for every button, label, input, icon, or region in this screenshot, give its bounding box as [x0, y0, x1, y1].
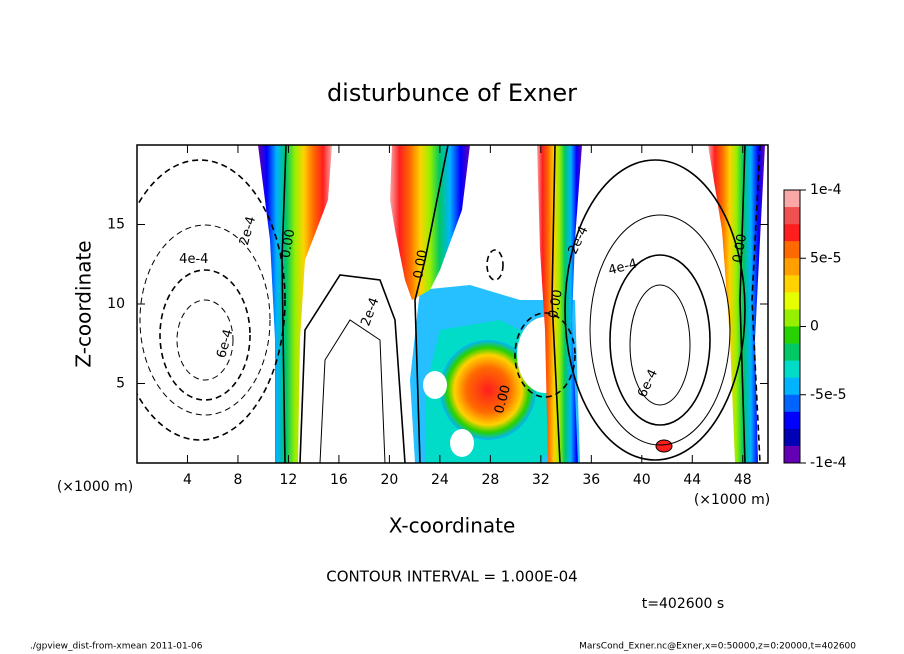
time-label: t=402600 s — [642, 596, 724, 612]
colorbar-swatch — [784, 343, 800, 361]
colorbar-tick-label: -5e-5 — [810, 387, 847, 403]
y-tick-label: 10 — [107, 296, 125, 312]
colorbar-swatch — [784, 292, 800, 310]
chart-title: disturbunce of Exner — [327, 79, 577, 107]
x-tick-label: 48 — [734, 472, 752, 488]
contour-label: 4e-4 — [607, 256, 639, 278]
contour-label: 0.00 — [730, 233, 750, 264]
colorbar-swatch — [784, 445, 800, 464]
x-tick-label: 28 — [481, 472, 499, 488]
x-tick-label: 40 — [633, 472, 651, 488]
x-tick-label: 36 — [582, 472, 600, 488]
contour-label: 2e-4 — [358, 296, 382, 329]
band — [390, 145, 470, 300]
positive-contours — [281, 145, 746, 463]
contour-label: 6e-4 — [214, 328, 236, 360]
footer-right: MarsCond_Exner.nc@Exner,x=0:50000,z=0:20… — [579, 642, 856, 652]
colorbar-swatch — [784, 275, 800, 293]
x-axis-title: X-coordinate — [389, 514, 516, 538]
x-tick-label: 8 — [233, 472, 242, 488]
contour-label: 0.00 — [411, 249, 431, 280]
colorbar-swatch — [784, 207, 800, 225]
footer-left: ./gpview_dist-from-xmean 2011-01-06 — [30, 642, 203, 652]
contour-label: 4e-4 — [179, 252, 208, 267]
colorbar-tick-label: 0 — [810, 319, 819, 335]
positive-blob — [655, 439, 673, 453]
y-tick-label: 5 — [116, 376, 125, 392]
contour-label: 0.00 — [279, 228, 299, 259]
negative-contours — [137, 145, 761, 463]
band — [258, 145, 332, 463]
colorbar-swatch — [784, 360, 800, 378]
x-tick-label: 16 — [330, 472, 348, 488]
colorbar-swatch — [784, 224, 800, 242]
x-tick-label: 32 — [532, 472, 550, 488]
colorbar-tick-label: 1e-4 — [810, 182, 842, 198]
x-unit: (×1000 m) — [57, 479, 133, 495]
contour-interval: CONTOUR INTERVAL = 1.000E-04 — [326, 568, 577, 586]
hole — [450, 429, 474, 457]
y-tick-label: 15 — [107, 217, 125, 233]
x-tick-label: 24 — [431, 472, 449, 488]
x-unit: (×1000 m) — [694, 492, 770, 508]
colorbar-swatch — [784, 394, 800, 413]
x-tick-label: 20 — [380, 472, 398, 488]
x-tick-label: 12 — [280, 472, 298, 488]
colorbar-swatch — [784, 326, 800, 344]
colorbar-swatch — [784, 258, 800, 276]
colorbar-frame — [783, 189, 801, 464]
contour-label: 6e-4 — [635, 367, 661, 400]
colorbar-swatch — [784, 428, 800, 447]
colorbar-swatch — [784, 309, 800, 327]
x-tick-label: 44 — [683, 472, 701, 488]
colorbar-swatch — [784, 377, 800, 396]
contour-label: 2e-4 — [237, 215, 259, 247]
y-axis-title: Z-coordinate — [72, 240, 96, 367]
hole — [423, 371, 447, 399]
colorbar-swatch — [784, 190, 800, 208]
colorbar-tick-label: -1e-4 — [810, 455, 847, 471]
positive-blob — [440, 340, 536, 440]
field — [137, 145, 765, 463]
colorbar-swatch — [784, 241, 800, 259]
x-tick-label: 4 — [183, 472, 192, 488]
colorbar-swatch — [784, 411, 800, 430]
band — [537, 145, 582, 463]
colorbar-tick-label: 5e-5 — [810, 250, 841, 266]
contour-label: 0.00 — [492, 383, 514, 415]
band — [708, 145, 765, 463]
contour-label: 0.00 — [546, 288, 566, 319]
